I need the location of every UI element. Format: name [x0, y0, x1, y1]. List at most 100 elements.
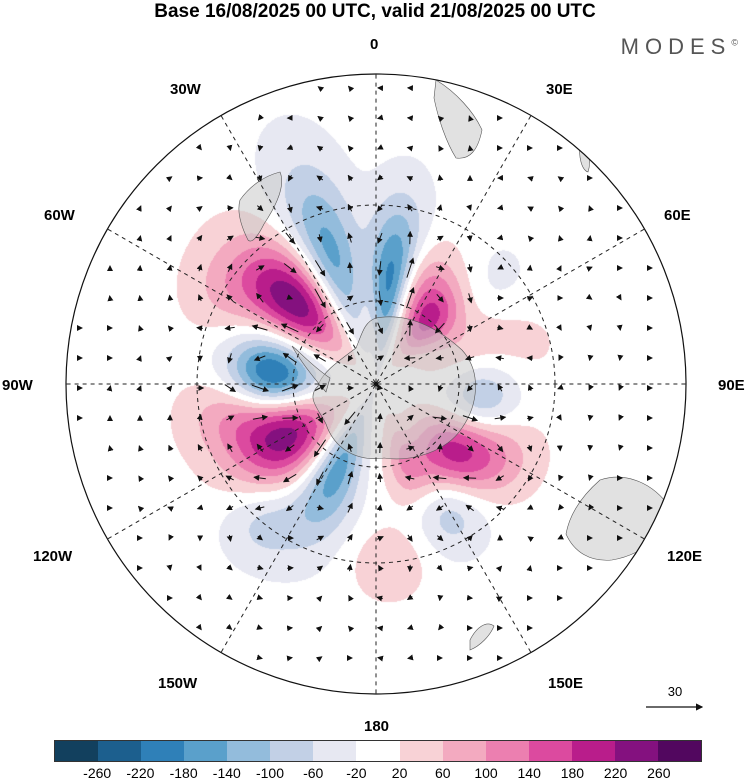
- wind-vector: [466, 384, 474, 392]
- wind-vector: [282, 473, 297, 483]
- wind-vector: [466, 565, 474, 572]
- wind-vector: [196, 564, 202, 571]
- wind-vector: [251, 384, 270, 393]
- wind-vector: [316, 565, 324, 572]
- wind-vector: [437, 384, 444, 393]
- wind-vector: [313, 354, 326, 362]
- wind-vector: [436, 443, 443, 452]
- meridian-line: [107, 384, 376, 540]
- wind-vector: [526, 565, 533, 572]
- wind-vector: [347, 203, 354, 212]
- wind-vector: [166, 564, 173, 571]
- wind-vector: [256, 594, 264, 601]
- wind-vector: [226, 564, 233, 571]
- wind-vector: [166, 234, 172, 242]
- wind-vector: [406, 176, 414, 182]
- wind-vector: [588, 205, 594, 212]
- wind-vector: [197, 475, 204, 482]
- wind-vector: [438, 145, 444, 152]
- wind-vector: [167, 294, 174, 301]
- wind-vector: [315, 656, 323, 663]
- wind-vector: [494, 414, 507, 421]
- colorbar-tick-label: 20: [391, 765, 408, 781]
- wind-vector: [166, 264, 173, 271]
- wind-vector: [465, 504, 474, 512]
- colorbar-swatch: [270, 741, 314, 761]
- colorbar-tick-label: 100: [474, 765, 498, 781]
- wind-vector: [466, 264, 473, 273]
- wind-vector: [406, 624, 414, 630]
- colorbar-swatch: [356, 741, 400, 761]
- wind-vector: [225, 623, 233, 630]
- wind-vector: [196, 504, 204, 511]
- wind-vector: [196, 325, 203, 332]
- wind-vector: [376, 535, 384, 542]
- wind-vector: [495, 565, 503, 573]
- colorbar-swatch: [55, 741, 99, 761]
- lon-label-60w: 60W: [44, 207, 75, 224]
- wind-vector: [557, 384, 564, 390]
- wind-vector: [165, 356, 173, 363]
- wind-vector: [495, 355, 504, 362]
- wind-vector: [586, 324, 593, 332]
- colorbar-swatch: [442, 741, 486, 761]
- wind-vector: [466, 444, 474, 452]
- colorbar-swatch: [184, 741, 228, 761]
- wind-vector: [468, 115, 474, 122]
- wind-vector: [434, 322, 445, 334]
- wind-vector: [251, 324, 268, 331]
- wind-vector: [403, 355, 416, 362]
- wind-vector: [316, 504, 325, 511]
- meridian-line: [376, 115, 532, 384]
- wind-vector: [317, 413, 323, 424]
- wind-vector: [316, 234, 323, 243]
- wind-vector: [347, 470, 354, 485]
- colorbar-tick-label: 140: [517, 765, 541, 781]
- wind-vector: [225, 475, 234, 482]
- colorbar-swatch: [227, 741, 271, 761]
- wind-vector: [256, 534, 263, 541]
- wind-vector: [377, 232, 383, 244]
- colorbar-swatch: [528, 741, 572, 761]
- colorbar-swatch: [614, 741, 658, 761]
- wind-vector: [252, 414, 269, 421]
- wind-vector: [404, 475, 415, 482]
- wind-vector: [347, 232, 353, 243]
- wind-vector: [618, 414, 624, 421]
- wind-vector: [435, 354, 444, 361]
- lon-label-30w: 30W: [170, 81, 201, 98]
- wind-vector: [347, 625, 355, 633]
- lon-label-60e: 60E: [664, 207, 691, 224]
- wind-vector: [107, 445, 114, 452]
- wind-vector: [527, 235, 535, 243]
- wind-vector: [587, 354, 594, 362]
- wind-vector: [558, 354, 564, 362]
- wind-vector: [224, 384, 237, 392]
- wind-vector: [406, 445, 415, 452]
- wind-vector: [526, 324, 534, 330]
- brand-logo: MODES©: [621, 34, 738, 60]
- wind-vector: [257, 564, 264, 571]
- wind-vector: [557, 533, 565, 540]
- wind-vector: [137, 294, 144, 302]
- wind-vector: [378, 564, 384, 572]
- colorbar-swatch: [141, 741, 185, 761]
- wind-vector: [284, 444, 295, 452]
- wind-vector: [407, 654, 414, 661]
- wind-vector: [433, 415, 448, 422]
- wind-vector: [495, 596, 503, 603]
- lon-label-120e: 120E: [667, 548, 703, 565]
- wind-vector: [526, 296, 534, 302]
- wind-vector: [557, 235, 564, 242]
- wind-vector: [195, 593, 202, 601]
- wind-vector: [406, 286, 415, 309]
- wind-vector: [464, 354, 475, 361]
- wind-vector: [315, 205, 324, 212]
- lon-label-180: 180: [364, 718, 390, 735]
- wind-vector: [615, 293, 622, 301]
- wind-vector: [255, 234, 266, 241]
- wind-vector: [226, 294, 234, 302]
- wind-vector: [314, 260, 326, 277]
- wind-vector: [438, 623, 445, 631]
- brand-mark: ©: [731, 37, 738, 48]
